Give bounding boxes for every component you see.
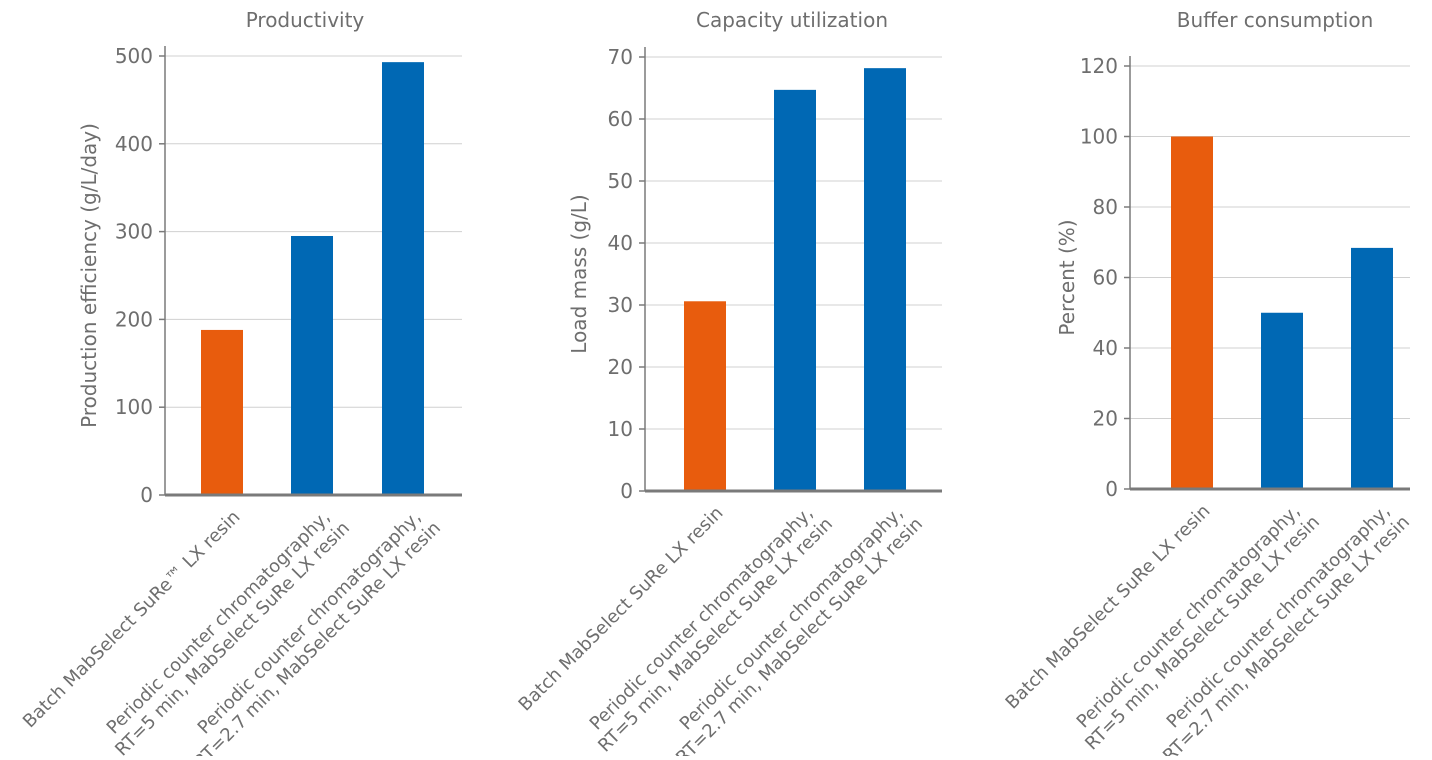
y-tick-label: 200 [115,307,153,331]
y-tick-label: 120 [1080,54,1118,78]
bar-1 [684,301,726,491]
bar-3 [864,68,906,491]
bar-1 [1171,136,1213,489]
y-tick-label: 30 [608,293,633,317]
y-tick-label: 40 [608,231,633,255]
y-tick-label: 80 [1093,195,1118,219]
chart-title: Capacity utilization [696,8,888,32]
chart-3: Buffer consumption Percent (%) 0 20 40 60 80 10… [1002,8,1414,760]
chart-2: Capacity utilization Load mass (g/L) 0 10 20… [515,8,942,760]
y-tick-label: 500 [115,44,153,68]
y-tick-label: 10 [608,417,633,441]
y-tick-label: 50 [608,169,633,193]
y-tick-label: 0 [140,483,153,507]
y-tick-label: 40 [1093,336,1118,360]
bar-1 [201,329,243,495]
y-axis-label: Production efficiency (g/L/day) [77,123,101,428]
y-tick-label: 100 [1080,125,1118,149]
chart-title: Productivity [246,8,365,32]
y-tick-label: 20 [1093,407,1118,431]
bar-2 [774,89,816,492]
bar-2 [291,235,333,496]
y-axis-label: Load mass (g/L) [567,194,591,353]
y-tick-label: 70 [608,45,633,69]
y-tick-label: 60 [608,107,633,131]
bar-2 [1261,312,1303,489]
y-axis-label: Percent (%) [1055,219,1079,335]
y-tick-label: 0 [620,479,633,503]
bar-3 [382,62,424,496]
bar-3 [1351,247,1393,489]
y-tick-label: 100 [115,395,153,419]
y-tick-label: 60 [1093,266,1118,290]
y-tick-label: 20 [608,355,633,379]
chart-1: Productivity Production efficiency (g/L/d… [19,8,462,760]
y-tick-label: 400 [115,132,153,156]
chart-title: Buffer consumption [1177,8,1374,32]
y-tick-label: 300 [115,220,153,244]
y-tick-label: 0 [1105,477,1118,501]
